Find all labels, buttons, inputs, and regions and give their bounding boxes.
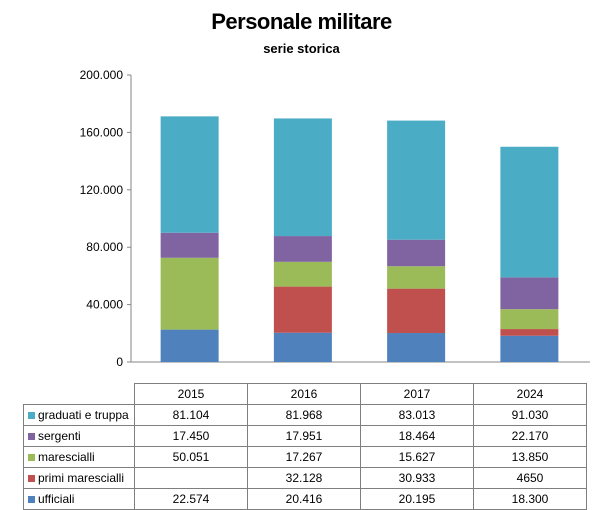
series-label-cell: ufficiali [23,488,135,510]
stacked-bar-chart: 0 40.000 80.000 120.000 160.000 200.000 [80,68,590,369]
bar-segment-marescialli-2017 [387,266,446,289]
table-row: sergenti 17.450 17.951 18.464 22.170 [23,425,587,447]
bar-segment-marescialli-2024 [500,309,559,330]
series-label-cell: graduati e truppa [23,404,135,426]
y-tick-label: 0 [116,355,123,369]
data-value-cell: 20.416 [247,488,361,510]
data-value-cell: 30.933 [360,467,474,489]
data-value-cell: 22.574 [134,488,248,510]
series-label-cell: primi marescialli [23,467,135,489]
data-value-cell: 81.968 [247,404,361,426]
series-label-cell: sergenti [23,425,135,447]
series-name: ufficiali [38,492,75,506]
table-corner [23,383,135,405]
data-value-cell: 17.267 [247,446,361,468]
legend-key [28,454,35,461]
bar-segment-sergenti-2024 [500,277,559,310]
data-value-cell: 83.013 [360,404,474,426]
bar-segment-graduati-e-truppa-2015 [160,116,219,233]
data-value-cell: 50.051 [134,446,248,468]
bar-segment-sergenti-2017 [387,239,446,267]
data-value-cell: 18.464 [360,425,474,447]
data-value-cell: 4650 [473,467,587,489]
legend-key [28,496,35,503]
series-name: marescialli [38,450,95,464]
category-label: 2015 [134,383,248,405]
bar-segment-ufficiali-2016 [273,332,332,362]
data-value-cell: 20.195 [360,488,474,510]
bar-segment-graduati-e-truppa-2024 [500,146,559,278]
bar-segment-primi-marescialli-2017 [387,288,446,334]
y-tick-label: 40.000 [86,298,123,312]
bar-segment-graduati-e-truppa-2017 [387,120,446,240]
category-label: 2024 [473,383,587,405]
series-name: graduati e truppa [38,408,129,422]
data-value-cell: 32.128 [247,467,361,489]
table-row: ufficiali 22.574 20.416 20.195 18.300 [23,488,587,510]
bar-segment-marescialli-2016 [273,261,332,287]
data-value-cell: 17.450 [134,425,248,447]
bar-segment-marescialli-2015 [160,257,219,330]
legend-key [28,475,35,482]
bar-segment-sergenti-2016 [273,236,332,262]
data-value-cell: 18.300 [473,488,587,510]
bar-segment-primi-marescialli-2016 [273,286,332,333]
table-row: primi marescialli 32.128 30.933 4650 [23,467,587,489]
bar-segment-sergenti-2015 [160,232,219,258]
series-name: sergenti [38,429,81,443]
y-tick-label: 120.000 [80,183,124,197]
chart-subtitle: serie storica [263,41,340,56]
table-header-row: 2015 2016 2017 2024 [23,383,587,405]
category-label: 2017 [360,383,474,405]
y-tick-label: 80.000 [86,240,123,254]
data-table: 2015 2016 2017 2024 graduati e truppa 81.104 8… [23,383,587,510]
bar-segment-primi-marescialli-2024 [500,329,559,336]
data-value-cell: 81.104 [134,404,248,426]
table-row: graduati e truppa 81.104 81.968 83.013 91.03… [23,404,587,426]
y-tick-label: 200.000 [80,68,124,82]
series-name: primi marescialli [38,471,125,485]
data-value-cell [134,467,248,489]
data-value-cell: 91.030 [473,404,587,426]
bar-segment-ufficiali-2024 [500,335,559,362]
chart-title: Personale militare [211,9,392,34]
category-label: 2016 [247,383,361,405]
bar-segment-ufficiali-2015 [160,329,219,362]
series-label-cell: marescialli [23,446,135,468]
data-value-cell: 15.627 [360,446,474,468]
data-value-cell: 13.850 [473,446,587,468]
bar-segment-ufficiali-2017 [387,333,446,362]
y-tick-label: 160.000 [80,125,124,139]
data-value-cell: 22.170 [473,425,587,447]
legend-key [28,412,35,419]
table-row: marescialli 50.051 17.267 15.627 13.850 [23,446,587,468]
legend-key [28,433,35,440]
data-value-cell: 17.951 [247,425,361,447]
bar-segment-graduati-e-truppa-2016 [273,118,332,237]
